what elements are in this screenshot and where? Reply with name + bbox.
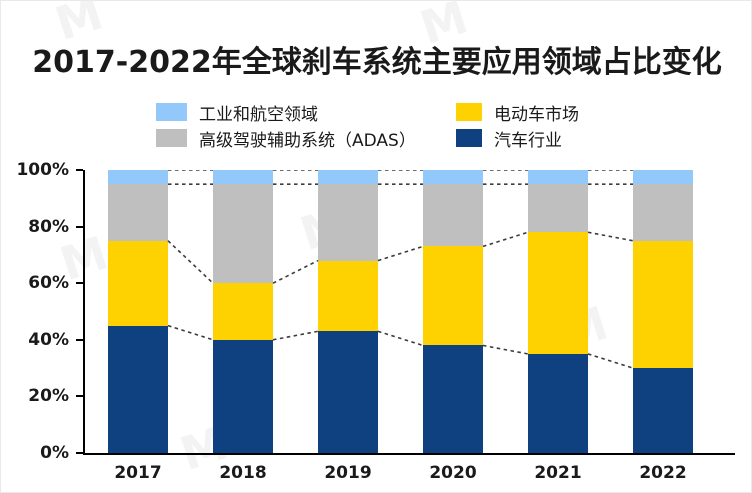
bar-segment[interactable] — [318, 184, 378, 261]
bar-segment[interactable] — [528, 353, 588, 453]
bar-segment[interactable] — [318, 260, 378, 332]
x-axis-tick-label: 2017 — [114, 463, 162, 483]
bar-segment[interactable] — [108, 184, 168, 241]
bar-group-2018[interactable] — [213, 170, 273, 453]
plot-area: 0% 20% 40% 60% 80% 100% 2017 2018 2019 2020 2021 2… — [16, 160, 735, 483]
legend-label: 汽车行业 — [494, 130, 562, 151]
bar-group-2017[interactable] — [108, 170, 168, 453]
y-axis-tick-label: 80% — [28, 216, 69, 237]
legend-label: 高级驾驶辅助系统（ADAS） — [199, 130, 416, 151]
bar-segment[interactable] — [633, 170, 693, 185]
bar-segment[interactable] — [318, 170, 378, 185]
connector-line — [377, 245, 424, 262]
legend-swatch-icon — [156, 129, 187, 147]
chart-legend: 工业和航空领域 电动车市场 高级驾驶辅助系统（ADAS） 汽车行业 — [156, 99, 616, 151]
legend-swatch-icon — [456, 103, 482, 121]
legend-item-ev-market[interactable]: 电动车市场 — [456, 100, 616, 125]
legend-item-industrial-aviation[interactable]: 工业和航空领域 — [156, 100, 456, 125]
connector-line — [587, 231, 634, 242]
bar-segment[interactable] — [423, 345, 483, 453]
connector-line — [587, 353, 634, 369]
legend-item-adas[interactable]: 高级驾驶辅助系统（ADAS） — [156, 126, 456, 151]
y-axis-tick-label: 60% — [28, 273, 69, 294]
bar-segment[interactable] — [108, 170, 168, 185]
y-axis-tick — [76, 452, 83, 454]
legend-item-automotive[interactable]: 汽车行业 — [456, 126, 616, 151]
bar-segment[interactable] — [213, 339, 273, 453]
x-axis-tick-label: 2019 — [324, 463, 372, 483]
y-axis-tick — [76, 169, 83, 171]
bar-group-2019[interactable] — [318, 170, 378, 453]
legend-label: 工业和航空领域 — [199, 104, 318, 125]
x-axis-tick-label: 2020 — [429, 463, 477, 483]
y-axis-tick — [76, 282, 83, 285]
bar-segment[interactable] — [528, 170, 588, 185]
connector-line — [272, 330, 319, 341]
bar-segment[interactable] — [423, 170, 483, 185]
x-axis-tick-label: 2021 — [534, 463, 582, 483]
y-axis-line — [83, 170, 85, 453]
y-axis-tick-label: 20% — [28, 386, 69, 407]
bar-group-2021[interactable] — [528, 170, 588, 453]
bar-segment[interactable] — [633, 368, 693, 453]
x-axis-tick-label: 2022 — [639, 463, 687, 483]
connector-line — [272, 259, 319, 284]
bar-segment[interactable] — [528, 184, 588, 233]
bar-segment[interactable] — [213, 170, 273, 185]
connector-line — [377, 330, 424, 347]
bar-segment[interactable] — [108, 325, 168, 453]
y-axis-tick — [76, 395, 83, 398]
connector-line — [482, 344, 529, 355]
y-axis-tick-label: 0% — [40, 443, 69, 463]
legend-swatch-icon — [456, 129, 482, 147]
chart-title: 2017-2022年全球刹车系统主要应用领域占比变化 — [32, 45, 722, 80]
bar-segment[interactable] — [423, 184, 483, 247]
bar-segment[interactable] — [633, 184, 693, 241]
y-axis-tick — [76, 225, 83, 228]
legend-swatch-icon — [156, 103, 187, 121]
bar-segment[interactable] — [633, 240, 693, 369]
bar-segment[interactable] — [528, 232, 588, 354]
connector-line — [167, 324, 214, 341]
bar-segment[interactable] — [108, 240, 168, 326]
connector-line — [482, 231, 529, 248]
x-axis-tick-label: 2018 — [219, 463, 267, 483]
bar-segment[interactable] — [213, 283, 273, 340]
y-axis-tick — [76, 338, 83, 341]
bar-group-2022[interactable] — [633, 170, 693, 453]
x-axis-line — [83, 453, 735, 455]
bar-segment[interactable] — [213, 184, 273, 284]
legend-label: 电动车市场 — [494, 104, 579, 125]
bar-segment[interactable] — [318, 331, 378, 453]
connector-line — [167, 240, 214, 284]
y-axis-tick-label: 40% — [28, 329, 69, 350]
bar-group-2020[interactable] — [423, 170, 483, 453]
bar-segment[interactable] — [423, 246, 483, 346]
y-axis-tick-label: 100% — [16, 160, 69, 180]
